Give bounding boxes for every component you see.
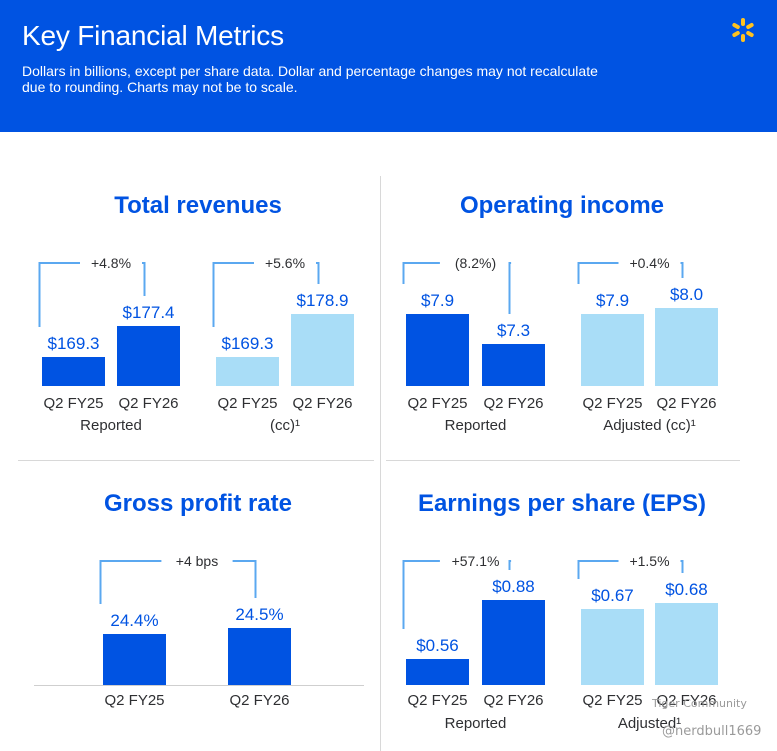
group-label: Adjusted (cc)¹ [603, 417, 696, 434]
group-label: Reported [445, 715, 507, 732]
change-bracket-right [142, 262, 146, 296]
bar-value-label: $7.9 [596, 291, 629, 310]
bar [482, 344, 545, 386]
bar [655, 308, 718, 386]
bar-value-label: 24.4% [110, 611, 158, 630]
change-label: +1.5% [629, 553, 669, 569]
header-banner: Key Financial Metrics Dollars in billion… [0, 0, 777, 132]
tick-label: Q2 FY25 [407, 692, 467, 709]
bar [117, 326, 180, 386]
bar-value-label: $7.3 [497, 321, 530, 340]
change-label: +4 bps [176, 553, 218, 569]
bar [228, 628, 291, 685]
chart-title: Operating income [460, 192, 664, 219]
bar [655, 603, 718, 685]
tick-label: Q2 FY25 [43, 395, 103, 412]
change-label: +57.1% [452, 553, 500, 569]
bar-value-label: $8.0 [670, 285, 703, 304]
change-label: (8.2%) [455, 255, 496, 271]
group-label: Reported [445, 417, 507, 434]
horizontal-divider-right [386, 460, 740, 461]
chart-title: Earnings per share (EPS) [418, 490, 706, 517]
bar [581, 609, 644, 685]
change-bracket-right [316, 262, 320, 284]
page-title: Key Financial Metrics [22, 20, 284, 51]
bar-value-label: 24.5% [235, 605, 283, 624]
tick-label: Q2 FY25 [582, 692, 642, 709]
tick-label: Q2 FY26 [229, 692, 289, 709]
bar-value-label: $0.56 [416, 636, 459, 655]
change-bracket-right [680, 262, 684, 278]
change-bracket-left [402, 560, 440, 629]
change-bracket-left [577, 560, 619, 579]
group-label: Adjusted¹ [618, 715, 681, 732]
bar-value-label: $7.9 [421, 291, 454, 310]
change-bracket-right [232, 560, 257, 598]
watermark-community: Tiger Community [652, 697, 747, 710]
change-bracket-left [402, 262, 440, 284]
change-label: +0.4% [629, 255, 669, 271]
bar-value-label: $169.3 [222, 334, 274, 353]
bar [482, 600, 545, 685]
tick-label: Q2 FY26 [656, 395, 716, 412]
spark-icon [732, 18, 754, 42]
group-label: Reported [80, 417, 142, 434]
bar-value-label: $169.3 [48, 334, 100, 353]
bar [42, 357, 105, 386]
change-bracket-left [212, 262, 254, 327]
change-bracket-right [680, 560, 684, 573]
bar-value-label: $0.67 [591, 586, 634, 605]
tick-label: Q2 FY26 [483, 692, 543, 709]
bar-value-label: $178.9 [297, 291, 349, 310]
change-bracket-right [508, 262, 512, 314]
change-label: +4.8% [91, 255, 131, 271]
tick-label: Q2 FY25 [582, 395, 642, 412]
change-bracket-left [38, 262, 80, 327]
tick-label: Q2 FY25 [407, 395, 467, 412]
change-bracket-right [508, 560, 512, 570]
group-label: (cc)¹ [270, 417, 300, 434]
bar [581, 314, 644, 386]
bar-value-label: $177.4 [123, 303, 175, 322]
vertical-divider [380, 176, 381, 751]
tick-label: Q2 FY25 [217, 395, 277, 412]
bar [291, 314, 354, 386]
change-label: +5.6% [265, 255, 305, 271]
bar-value-label: $0.88 [492, 577, 535, 596]
tick-label: Q2 FY26 [483, 395, 543, 412]
change-bracket-left [99, 560, 162, 604]
tick-label: Q2 FY26 [292, 395, 352, 412]
tick-label: Q2 FY25 [104, 692, 164, 709]
page-subtitle: Dollars in billions, except per share da… [22, 63, 598, 95]
horizontal-divider-left [18, 460, 374, 461]
bar [103, 634, 166, 685]
watermark-handle: @nerdbull1669 [662, 724, 762, 739]
bar [216, 357, 279, 386]
bar-value-label: $0.68 [665, 580, 708, 599]
chart-title: Total revenues [114, 192, 282, 219]
bar [406, 314, 469, 386]
tick-label: Q2 FY26 [656, 692, 716, 709]
tick-label: Q2 FY26 [118, 395, 178, 412]
change-bracket-left [577, 262, 619, 284]
chart-title: Gross profit rate [104, 490, 292, 517]
bar [406, 659, 469, 685]
